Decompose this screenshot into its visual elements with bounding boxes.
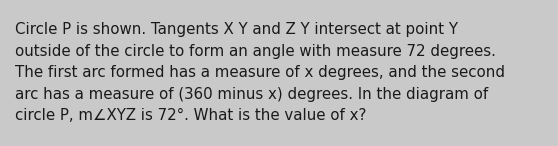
Text: Circle P is shown. Tangents X Y and Z Y intersect at point Y
outside of the circ: Circle P is shown. Tangents X Y and Z Y … bbox=[15, 22, 505, 123]
